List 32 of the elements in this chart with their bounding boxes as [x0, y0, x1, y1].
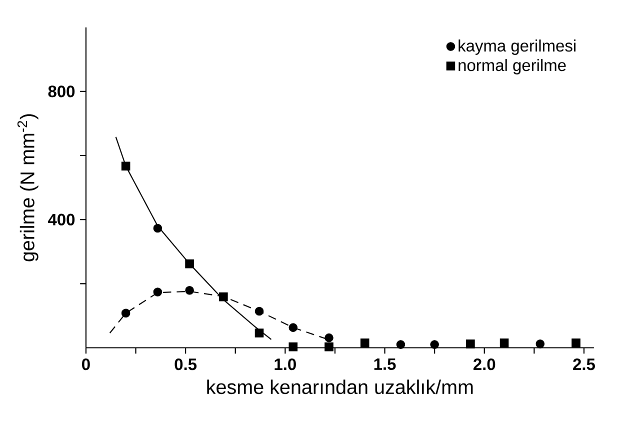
point: [572, 338, 580, 348]
point: [254, 328, 264, 338]
point: [430, 340, 439, 349]
y-tick-label: 400: [48, 214, 75, 226]
point: [324, 333, 334, 342]
x-tick-label: 0.5: [174, 358, 197, 370]
x-tick-label: 1.0: [274, 358, 296, 370]
x-tick-label: 0: [82, 358, 90, 370]
y-tick-label: 800: [48, 86, 75, 98]
point: [396, 340, 406, 349]
legend-label: kayma gerilmesi: [458, 40, 576, 55]
point: [185, 286, 194, 295]
point: [466, 340, 475, 348]
point: [288, 342, 298, 352]
x-tick-label: 2.0: [474, 358, 496, 370]
point: [121, 162, 130, 170]
legend-label: normal gerilme: [458, 59, 566, 74]
point: [153, 224, 162, 233]
point: [254, 306, 264, 316]
point: [153, 288, 162, 296]
point: [536, 340, 545, 348]
point: [500, 338, 509, 348]
y-axis-title: gerilme (N mm$^{-2}$): [17, 114, 38, 262]
point: [219, 292, 228, 302]
point: [288, 323, 298, 332]
x-tick-label: 1.5: [374, 358, 396, 370]
point: [360, 338, 370, 348]
x-axis-title: kesme kenarından uzaklık/mm: [207, 380, 473, 394]
point: [121, 308, 130, 318]
point: [324, 342, 334, 352]
x-tick-label: 2.5: [573, 358, 595, 370]
point: [185, 259, 194, 268]
